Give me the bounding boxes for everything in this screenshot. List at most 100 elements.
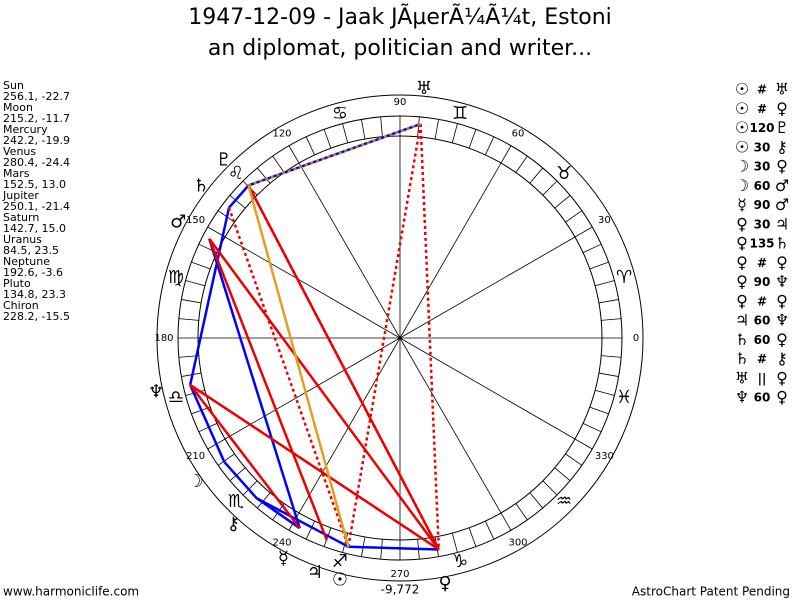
spoke: [224, 337, 401, 440]
subtitle: an diplomat, politician and writer...: [208, 36, 592, 61]
aspect-line: [256, 497, 349, 548]
aspect-type: ||: [758, 371, 767, 385]
spoke: [298, 162, 401, 339]
ring-tick: [181, 299, 202, 304]
ring-tick: [515, 503, 528, 521]
planet-name: Uranus: [3, 233, 42, 246]
aspect-type: 30: [754, 217, 771, 231]
aspect-p1: ☉: [735, 118, 749, 137]
degree-label: 210: [186, 451, 205, 462]
degree-label: 0: [633, 333, 639, 344]
planet-glyph: ♃: [307, 562, 323, 583]
ring-tick: [574, 226, 593, 238]
planet-glyph: ⚷: [227, 513, 240, 534]
sign-glyph: ♎: [168, 387, 184, 408]
aspect-type: #: [757, 352, 767, 366]
notice: AstroChart Patent Pending: [632, 585, 790, 599]
aspect-p1: ☿: [737, 195, 747, 214]
ring-tick: [305, 136, 315, 156]
planet-name: Pluto: [3, 277, 31, 290]
ring-tick: [191, 261, 211, 270]
aspect-line: [247, 185, 350, 548]
aspect-line: [419, 123, 441, 550]
aspect-type: #: [757, 294, 767, 308]
planet-glyph: ♂: [170, 212, 186, 233]
aspect-line: [189, 383, 440, 551]
ring-tick: [542, 180, 558, 196]
score: -9,772: [381, 583, 420, 597]
ring-tick: [323, 527, 332, 547]
ring-tick: [468, 527, 477, 547]
ring-tick: [485, 520, 495, 540]
aspect-type: 60: [754, 179, 771, 193]
aspect-p1: ☉: [735, 99, 749, 118]
ring-tick: [380, 116, 383, 137]
planet-name: Neptune: [3, 255, 50, 268]
planet-coords: 250.1, -21.4: [3, 200, 70, 213]
aspect-p2: ♄: [775, 234, 789, 253]
aspect-p2: ♅: [775, 80, 789, 99]
ring-tick: [451, 123, 458, 143]
ring-tick: [256, 167, 271, 184]
planet-name: Saturn: [3, 211, 39, 224]
degree-label: 60: [512, 129, 525, 140]
aspect-p2: ♇: [775, 118, 789, 137]
planet-glyph: ☉: [332, 570, 348, 591]
planet-coords: 228.2, -15.5: [3, 310, 70, 323]
aspect-line: [208, 238, 301, 529]
ring-tick: [342, 533, 349, 553]
planet-glyph: ♄: [193, 176, 209, 197]
aspect-p2: ♃: [775, 214, 789, 233]
sign-glyph: ♏: [228, 491, 244, 512]
ring-tick: [185, 280, 205, 287]
sign-glyph: ♈: [616, 267, 632, 288]
aspect-line: [208, 238, 328, 541]
aspect-line: [223, 461, 258, 500]
ring-tick: [500, 512, 512, 531]
planet-coords: 142.7, 15.0: [3, 222, 66, 235]
ring-tick: [529, 167, 544, 184]
ring-tick: [217, 453, 235, 466]
ring-tick: [582, 423, 602, 433]
aspect-p2: ♀: [776, 157, 788, 176]
ring-tick: [542, 480, 558, 496]
planet-coords: 192.6, -3.6: [3, 266, 63, 279]
degree-label: 330: [595, 451, 614, 462]
planet-name: Mercury: [3, 123, 48, 136]
planet-name: Chiron: [3, 299, 39, 312]
sign-glyph: ♍: [168, 267, 184, 288]
aspect-line: [248, 122, 422, 187]
aspect-type: 90: [754, 198, 771, 212]
outer-circle: [156, 94, 644, 582]
ring-tick: [601, 318, 622, 321]
sign-glyph: ♑: [452, 551, 468, 572]
aspect-line: [189, 384, 226, 463]
aspect-p1: ☽: [735, 157, 749, 176]
aspect-line: [348, 545, 439, 551]
planet-coords: 256.1, -22.7: [3, 90, 70, 103]
spoke: [399, 337, 576, 440]
planet-name: Mars: [3, 167, 30, 180]
ring-tick: [582, 243, 602, 253]
aspect-line: [255, 497, 301, 530]
sign-glyph: ♌: [228, 163, 244, 184]
sign-glyph: ♉: [556, 163, 572, 184]
aspect-type: 120: [749, 121, 774, 135]
ring-tick: [589, 406, 609, 415]
aspect-p2: ♆: [775, 311, 789, 330]
ring-tick: [242, 480, 258, 496]
degree-label: 240: [272, 537, 291, 548]
planet-glyph: ☽: [188, 471, 204, 492]
planet-name: Venus: [3, 145, 36, 158]
aspect-type: #: [757, 102, 767, 116]
ring-tick: [598, 299, 619, 304]
aspect-p2: ♆: [775, 272, 789, 291]
ring-tick: [305, 520, 315, 540]
ring-tick: [229, 467, 246, 482]
ring-tick: [380, 539, 383, 560]
aspect-type: 135: [749, 237, 774, 251]
aspect-type: 60: [754, 333, 771, 347]
aspect-p2: ♂: [775, 176, 789, 195]
aspect-type: 30: [754, 140, 771, 154]
